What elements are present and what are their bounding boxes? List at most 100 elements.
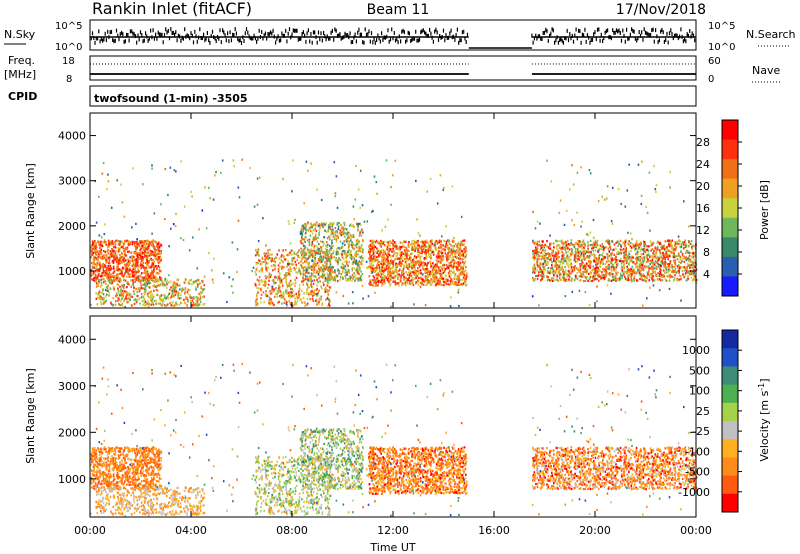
power-echo: [405, 247, 407, 250]
power-echo: [140, 260, 143, 263]
nsky-tick-bottom: 10^0: [55, 42, 82, 53]
power-echo: [393, 272, 395, 275]
power-echo: [300, 227, 303, 230]
power-echo: [353, 247, 355, 250]
power-echo: [302, 262, 304, 265]
power-echo: [547, 276, 550, 279]
power-echo: [403, 282, 405, 285]
power-echo: [362, 240, 364, 243]
power-echo: [688, 240, 690, 243]
power-echo: [607, 279, 610, 282]
power-echo: [645, 280, 647, 283]
power-echo: [306, 268, 308, 271]
power-echo: [100, 240, 103, 243]
power-echo: [649, 259, 651, 263]
power-echo: [551, 264, 553, 267]
power-echo: [378, 242, 380, 245]
power-echo: [266, 275, 268, 278]
power-echo: [426, 283, 428, 287]
power-echo: [390, 262, 393, 265]
freq-trace: [90, 63, 696, 75]
power-echo: [678, 274, 681, 277]
power-echo: [99, 275, 102, 278]
power-echo: [411, 263, 413, 266]
power-echo: [157, 250, 160, 254]
power-echo: [539, 244, 542, 248]
power-echo: [307, 286, 309, 289]
power-echo: [463, 248, 466, 251]
power-echo: [589, 279, 592, 282]
power-echo: [621, 260, 624, 263]
power-echo: [123, 284, 125, 287]
power-echo: [406, 281, 408, 285]
power-echo: [199, 293, 202, 296]
power-echo: [602, 257, 605, 260]
power-echo: [532, 256, 535, 259]
power-echo: [347, 242, 349, 246]
power-echo: [121, 297, 123, 300]
power-echo: [156, 255, 158, 258]
power-echo: [317, 259, 320, 262]
power-echo: [425, 239, 428, 242]
power-echo: [136, 264, 138, 267]
power-echo: [326, 265, 328, 268]
power-echo: [658, 263, 660, 266]
power-echo: [399, 241, 402, 244]
power-echo: [265, 256, 268, 259]
power-echo: [303, 269, 305, 272]
power-echo: [326, 237, 329, 240]
power-echo: [447, 272, 450, 275]
power-echo: [439, 261, 442, 264]
power-echo: [91, 265, 94, 268]
power-echo: [121, 256, 123, 259]
power-echo: [414, 271, 417, 274]
power-echo: [604, 276, 606, 279]
power-echo: [635, 246, 637, 249]
power-echo: [322, 225, 324, 229]
power-echo: [341, 266, 343, 269]
power-echo: [636, 244, 639, 247]
power-echo: [400, 280, 402, 283]
power-echo: [296, 295, 299, 298]
power-echo: [322, 273, 324, 276]
power-echo: [312, 275, 315, 278]
power-echo: [657, 240, 659, 243]
power-echo: [540, 258, 543, 261]
power-echo: [160, 258, 162, 262]
power-echo: [105, 270, 108, 273]
power-echo: [112, 297, 115, 300]
power-echo: [579, 250, 581, 253]
power-echo: [462, 269, 465, 272]
power-echo: [199, 300, 202, 303]
power-echo: [441, 264, 444, 267]
power-echo: [431, 251, 434, 254]
power-echo: [275, 287, 277, 290]
power-echo: [128, 250, 130, 253]
power-echo: [142, 249, 144, 252]
power-echo: [90, 256, 92, 259]
power-echo: [652, 252, 654, 255]
power-echo: [563, 246, 565, 249]
power-echo: [265, 283, 268, 286]
power-echo: [285, 275, 287, 278]
power-echo: [659, 256, 661, 259]
power-echo: [145, 257, 147, 260]
power-echo: [384, 275, 386, 278]
power-echo: [184, 287, 187, 290]
power-echo: [97, 294, 100, 297]
power-echo: [463, 273, 466, 276]
power-echo: [128, 267, 131, 270]
power-echo: [361, 257, 364, 260]
power-echo: [298, 267, 301, 271]
power-echo: [313, 249, 315, 252]
power-echo: [319, 246, 322, 249]
power-echo: [92, 273, 95, 276]
power-echo: [583, 275, 586, 278]
power-echo: [438, 257, 441, 260]
power-echo: [301, 242, 304, 245]
power-echo: [339, 232, 342, 235]
power-echo: [348, 249, 350, 252]
power-echo: [94, 253, 97, 256]
power-echo: [157, 264, 160, 268]
power-echo: [304, 278, 306, 281]
